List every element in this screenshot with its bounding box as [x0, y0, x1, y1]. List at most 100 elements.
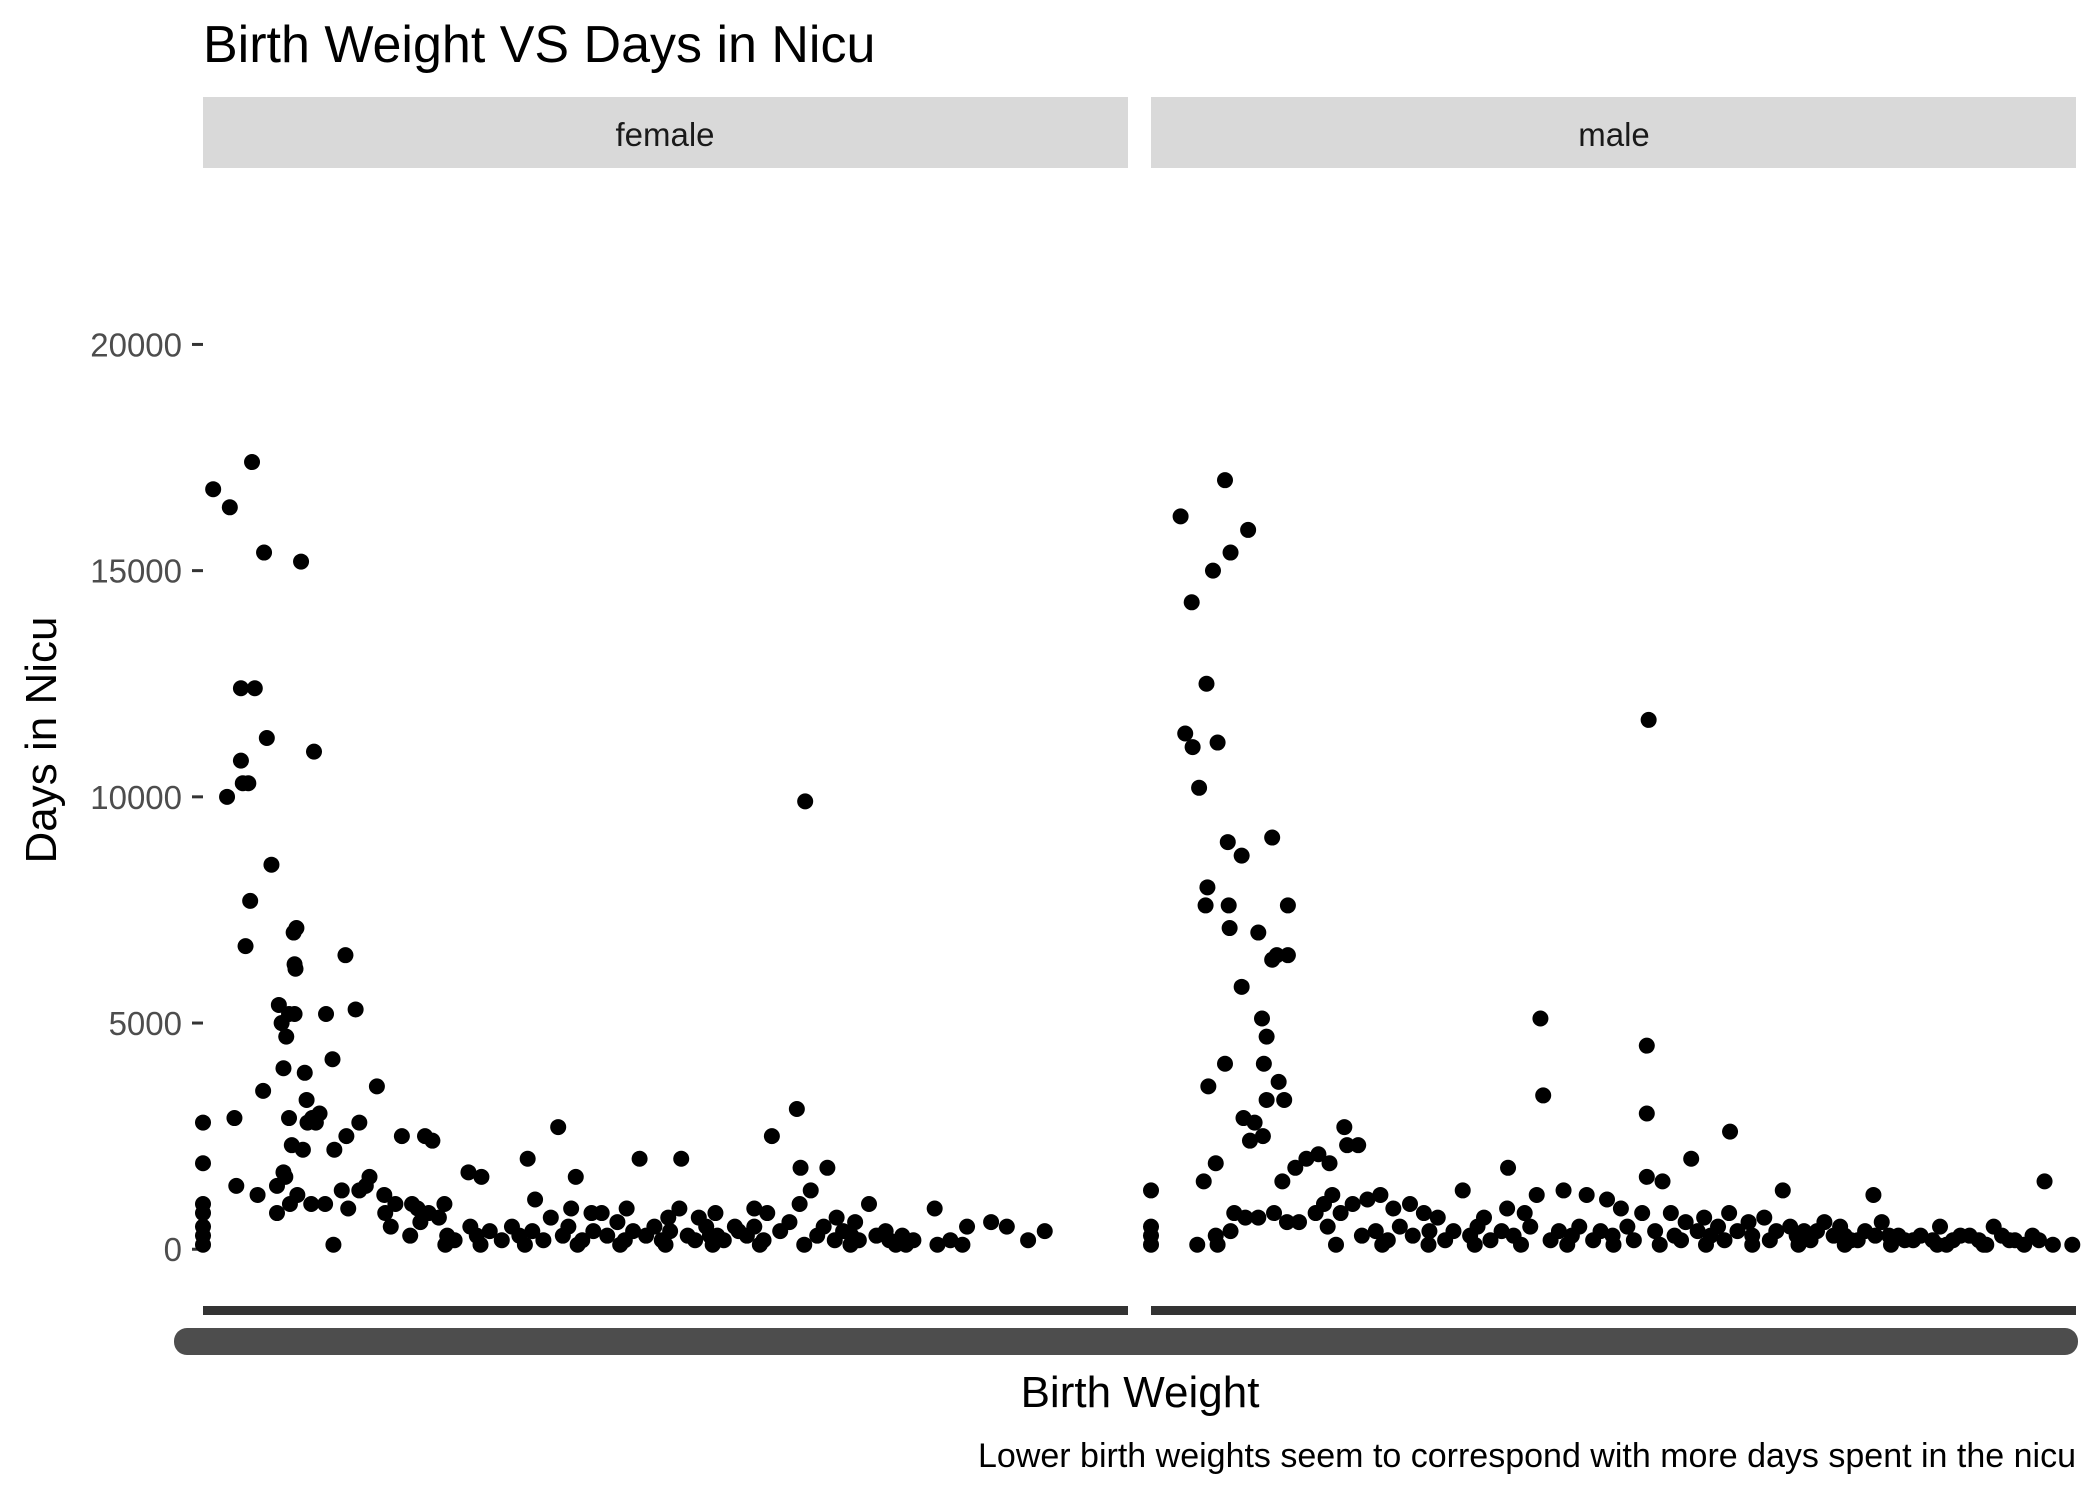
data-point-male	[1391, 1218, 1408, 1235]
data-point-female	[286, 1005, 303, 1022]
data-point-male	[1912, 1227, 1929, 1244]
data-point-male	[1222, 1223, 1239, 1240]
data-point-female	[263, 856, 280, 873]
data-point-male	[1279, 947, 1296, 964]
data-point-female	[959, 1218, 976, 1235]
data-point-male	[1634, 1205, 1651, 1222]
data-point-male	[2031, 1232, 2047, 1249]
data-point-male	[1729, 1223, 1746, 1240]
data-point-male	[1220, 897, 1237, 914]
data-point-male	[1217, 472, 1233, 489]
data-point-female	[273, 1015, 290, 1032]
y-tick-label: 0	[164, 1231, 182, 1268]
x-axis-title: Birth Weight	[1021, 1368, 1260, 1417]
data-point-male	[1143, 1236, 1159, 1253]
data-point-male	[1209, 1236, 1226, 1253]
data-point-male	[1278, 1214, 1295, 1231]
data-point-male	[1276, 1091, 1293, 1108]
y-axis: 0 5000 10000 15000 20000	[90, 326, 203, 1268]
data-point-male	[1809, 1223, 1825, 1240]
data-point-female	[942, 1232, 959, 1249]
data-point-female	[376, 1186, 393, 1203]
data-point-male	[1429, 1209, 1446, 1226]
data-point-male	[1183, 594, 1200, 611]
data-point-male	[1298, 1150, 1315, 1167]
data-point-female	[293, 553, 310, 570]
data-point-male	[1233, 847, 1250, 864]
data-point-female	[278, 1028, 295, 1045]
data-point-female	[472, 1236, 489, 1253]
facet-strip-male	[1151, 97, 2076, 168]
data-point-female	[535, 1232, 552, 1249]
data-point-male	[1258, 1028, 1275, 1045]
data-point-male	[1321, 1155, 1338, 1172]
data-point-male	[1578, 1186, 1595, 1203]
data-point-female	[424, 1132, 441, 1149]
data-point-female	[195, 1155, 211, 1172]
data-point-female	[228, 1177, 245, 1194]
data-point-female	[797, 793, 814, 810]
data-point-male	[1638, 1168, 1655, 1185]
data-point-female	[275, 1060, 292, 1077]
data-point-male	[1177, 725, 1194, 742]
data-point-male	[1740, 1214, 1757, 1231]
data-point-male	[1266, 1205, 1283, 1222]
data-point-female	[660, 1209, 677, 1226]
y-tick-label: 10000	[90, 779, 182, 816]
data-point-male	[1287, 1159, 1304, 1176]
data-point-female	[704, 1236, 721, 1253]
data-point-female	[569, 1236, 586, 1253]
data-point-male	[1599, 1191, 1616, 1208]
data-point-female	[550, 1119, 567, 1136]
data-point-male	[1721, 1205, 1738, 1222]
data-point-male	[1209, 734, 1226, 751]
data-point-male	[1324, 1186, 1341, 1203]
data-point-female	[402, 1227, 419, 1244]
x-tick-labels-overplotted	[174, 1328, 2078, 1355]
data-point-male	[1756, 1209, 1773, 1226]
data-point-female	[759, 1205, 776, 1222]
data-point-male	[1374, 1236, 1391, 1253]
data-point-female	[306, 743, 322, 760]
data-point-male	[1199, 879, 1216, 896]
data-point-male	[1532, 1010, 1549, 1027]
data-point-male	[1367, 1223, 1384, 1240]
data-point-female	[195, 1236, 211, 1253]
data-point-female	[275, 1164, 292, 1181]
data-point-male	[1929, 1236, 1946, 1253]
data-point-female	[983, 1214, 1000, 1231]
data-point-male	[1640, 711, 1657, 728]
data-point-female	[317, 1195, 334, 1212]
facet-label-male: male	[1578, 116, 1650, 153]
data-point-male	[1500, 1159, 1517, 1176]
data-point-male	[1240, 521, 1257, 538]
data-point-male	[1493, 1223, 1510, 1240]
data-point-male	[1873, 1214, 1890, 1231]
panel-male	[1143, 472, 2081, 1253]
data-point-male	[1790, 1236, 1807, 1253]
panel-female	[195, 454, 1053, 1253]
data-point-female	[318, 1005, 335, 1022]
data-point-male	[1328, 1236, 1344, 1253]
y-tick-label: 5000	[109, 1005, 182, 1042]
data-point-female	[815, 1218, 832, 1235]
data-point-male	[2036, 1173, 2053, 1190]
data-point-female	[560, 1218, 577, 1235]
data-point-female	[232, 680, 249, 697]
data-point-female	[281, 1195, 298, 1212]
data-point-male	[1592, 1223, 1609, 1240]
data-point-female	[802, 1182, 819, 1199]
data-point-male	[1246, 1114, 1263, 1131]
data-point-male	[1716, 1232, 1733, 1249]
data-point-female	[898, 1236, 914, 1253]
data-point-male	[1654, 1173, 1671, 1190]
data-point-male	[1385, 1200, 1402, 1217]
data-point-female	[542, 1209, 559, 1226]
data-point-female	[673, 1150, 690, 1167]
chart-caption: Lower birth weights seem to correspond w…	[978, 1437, 2076, 1475]
data-point-male	[1200, 1078, 1217, 1095]
data-point-female	[1036, 1223, 1053, 1240]
data-point-male	[1402, 1195, 1418, 1212]
data-point-female	[420, 1205, 437, 1222]
data-point-female	[296, 1064, 313, 1081]
